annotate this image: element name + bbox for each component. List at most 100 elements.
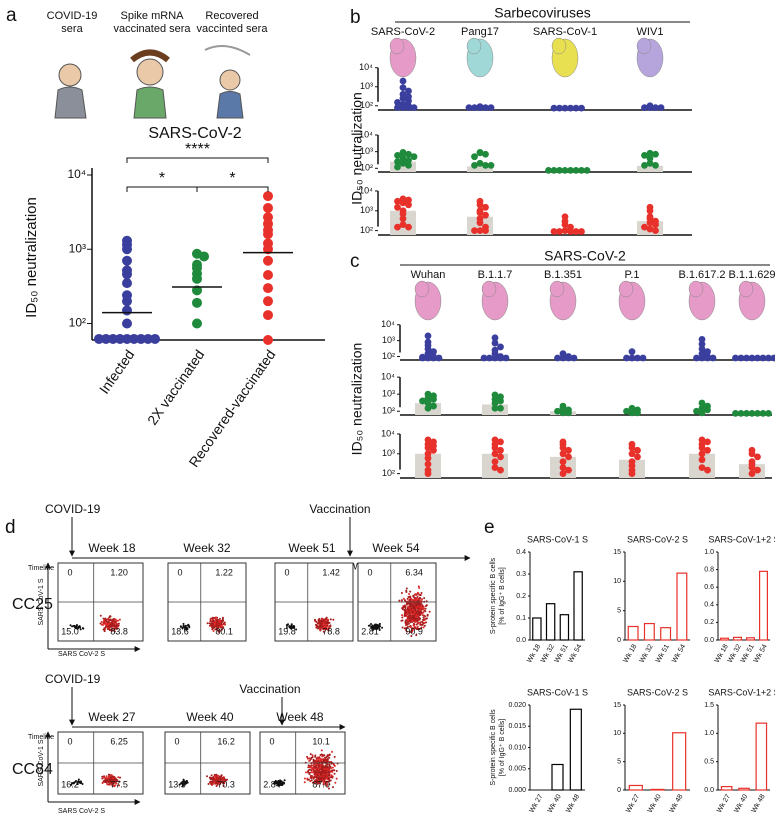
cell-dot — [327, 754, 330, 757]
cell-dot — [320, 749, 323, 752]
cell-dot — [412, 594, 415, 597]
cell-dot — [101, 775, 104, 778]
x-tick-label: Wk 27 — [716, 793, 732, 814]
cell-dot — [209, 619, 212, 622]
x-tick-label: Wk 18 — [622, 643, 638, 664]
data-point — [424, 444, 432, 452]
data-point — [698, 450, 706, 458]
cell-dot — [222, 778, 225, 781]
cell-dot — [419, 617, 422, 620]
cell-dot — [111, 777, 114, 780]
spike-structure — [688, 280, 704, 298]
cell-dot — [406, 612, 409, 615]
cell-dot — [321, 755, 324, 758]
cell-dot — [332, 762, 335, 765]
data-point — [497, 446, 504, 454]
data-point — [623, 354, 630, 362]
data-point — [476, 149, 484, 157]
y-tick-label: 0.000 — [508, 787, 526, 794]
y-tick-label: 10 — [613, 578, 621, 585]
data-point — [482, 227, 489, 235]
cell-dot — [314, 766, 317, 769]
cell-dot — [303, 781, 306, 784]
cell-dot — [79, 628, 82, 631]
event-label: Vaccination — [309, 502, 370, 516]
quadrant-percent: 78.8 — [322, 626, 340, 636]
cell-dot — [404, 606, 407, 609]
cell-dot — [104, 617, 107, 620]
data-point — [482, 211, 489, 219]
cell-dot — [319, 628, 322, 631]
cell-dot — [212, 618, 215, 621]
cell-dot — [107, 780, 110, 783]
virus-label: B.1.1.7 — [478, 269, 513, 281]
cell-dot — [185, 628, 188, 631]
cell-dot — [113, 617, 116, 620]
data-point — [424, 470, 432, 478]
cell-dot — [182, 778, 185, 781]
data-point — [652, 161, 659, 169]
quadrant-percent: 83.8 — [110, 626, 128, 636]
cell-dot — [324, 619, 327, 622]
cell-dot — [421, 598, 424, 601]
cell-dot — [208, 776, 211, 779]
cell-dot — [403, 604, 406, 607]
data-point — [698, 335, 706, 343]
data-point — [497, 438, 504, 446]
data-point — [743, 354, 750, 362]
cell-dot — [103, 627, 106, 630]
data-point — [491, 339, 499, 347]
data-point — [192, 297, 202, 308]
cell-dot — [211, 628, 214, 631]
cell-dot — [316, 779, 319, 782]
virus-label: B.1.617.2 — [678, 269, 725, 281]
cell-dot — [407, 622, 410, 625]
data-point — [641, 151, 648, 159]
data-point — [634, 453, 641, 461]
virus-label: SARS-CoV-1 — [533, 26, 597, 38]
data-point — [263, 310, 273, 321]
cell-dot — [327, 773, 330, 776]
data-point — [419, 397, 426, 405]
cell-dot — [406, 621, 409, 624]
cell-dot — [328, 778, 331, 781]
cell-dot — [316, 782, 319, 785]
significance-label: * — [159, 170, 165, 187]
cell-dot — [398, 599, 401, 602]
cell-dot — [317, 768, 320, 771]
data-point — [482, 203, 489, 211]
cell-dot — [329, 779, 332, 782]
y-axis-label: [% of IgG⁺ B cells] — [499, 567, 506, 624]
panel-letter: b — [350, 7, 361, 28]
data-point — [263, 296, 273, 307]
data-point — [430, 354, 437, 362]
cell-dot — [223, 621, 226, 624]
data-point — [405, 150, 412, 158]
x-tick-label: Wk 48 — [669, 793, 685, 814]
data-point — [476, 159, 484, 167]
data-point — [405, 97, 412, 105]
cell-dot — [313, 779, 316, 782]
cell-dot — [414, 593, 417, 596]
cell-dot — [108, 616, 111, 619]
cell-dot — [221, 616, 224, 619]
y-tick-label: 10⁴ — [359, 185, 373, 195]
cell-dot — [273, 782, 276, 785]
y-tick-label: 10² — [360, 225, 373, 235]
data-point — [748, 450, 756, 458]
donor-label: CC84 — [12, 761, 53, 778]
cell-dot — [405, 619, 408, 622]
quadrant-percent: 1.42 — [322, 567, 340, 577]
cell-dot — [414, 621, 417, 624]
cell-dot — [106, 782, 109, 785]
x-tick-label: Wk 40 — [547, 793, 563, 814]
bar — [755, 722, 768, 791]
panel-title: SARS-CoV-2 — [544, 248, 626, 264]
group-header: vaccinted sera — [197, 23, 269, 35]
cell-dot — [215, 781, 218, 784]
cell-dot — [105, 777, 108, 780]
quadrant-percent: 80.1 — [215, 626, 233, 636]
x-tick-label: Infected — [96, 347, 138, 397]
cell-dot — [313, 781, 316, 784]
